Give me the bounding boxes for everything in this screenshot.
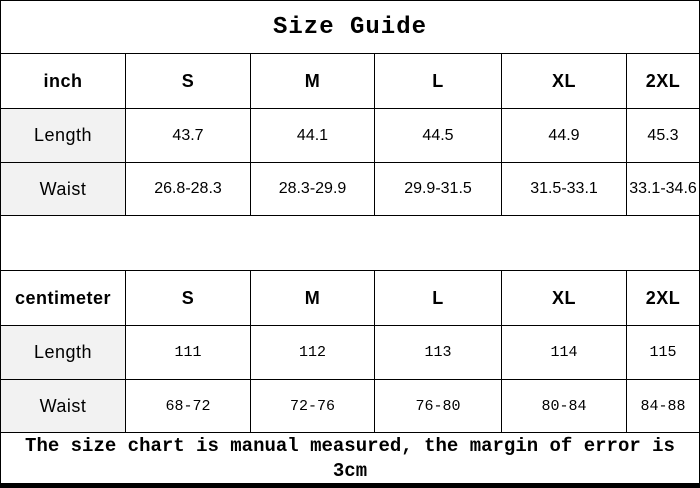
page-title: Size Guide: [272, 13, 428, 41]
size-header-cell-l: L: [375, 54, 502, 109]
size-value-cell: 31.5-33.1: [502, 163, 627, 216]
unit-header-cell: inch: [1, 54, 126, 109]
size-value-cell: 29.9-31.5: [375, 163, 502, 216]
size-header-cell-xl: XL: [502, 54, 627, 109]
size-value-cell: 115: [627, 326, 699, 380]
size-value-cell: 28.3-29.9: [251, 163, 375, 216]
size-value-cell: 112: [251, 326, 375, 380]
size-value-cell: 84-88: [627, 380, 699, 433]
row-label-cell: Waist: [1, 163, 126, 216]
size-header-cell-xl: XL: [502, 271, 627, 326]
size-header-cell-m: M: [251, 54, 375, 109]
size-value-cell: 26.8-28.3: [126, 163, 251, 216]
size-value-cell: 44.9: [502, 109, 627, 163]
size-header-cell-2xl: 2XL: [627, 54, 699, 109]
size-value-cell: 114: [502, 326, 627, 380]
size-header-cell-m: M: [251, 271, 375, 326]
size-value-cell: 44.1: [251, 109, 375, 163]
size-header-cell-l: L: [375, 271, 502, 326]
size-value-cell: 33.1-34.6: [627, 163, 699, 216]
size-value-cell: 111: [126, 326, 251, 380]
size-value-cell: 44.5: [375, 109, 502, 163]
centimeter-size-table: centimeter S M L XL 2XL Length 111 112 1…: [1, 271, 699, 433]
inch-size-table: inch S M L XL 2XL Length 43.7 44.1 44.5 …: [1, 54, 699, 216]
size-value-cell: 68-72: [126, 380, 251, 433]
size-value-cell: 113: [375, 326, 502, 380]
row-label-cell: Length: [1, 109, 126, 163]
unit-header-cell: centimeter: [1, 271, 126, 326]
row-label-cell: Length: [1, 326, 126, 380]
row-label-cell: Waist: [1, 380, 126, 433]
size-value-cell: 72-76: [251, 380, 375, 433]
size-value-cell: 45.3: [627, 109, 699, 163]
size-value-cell: 76-80: [375, 380, 502, 433]
measurement-note: The size chart is manual measured, the m…: [25, 435, 675, 482]
size-header-cell-2xl: 2XL: [627, 271, 699, 326]
size-header-cell-s: S: [126, 54, 251, 109]
spacer-row: [1, 216, 699, 271]
title-row: Size Guide: [1, 1, 699, 54]
size-value-cell: 43.7: [126, 109, 251, 163]
size-value-cell: 80-84: [502, 380, 627, 433]
size-header-cell-s: S: [126, 271, 251, 326]
